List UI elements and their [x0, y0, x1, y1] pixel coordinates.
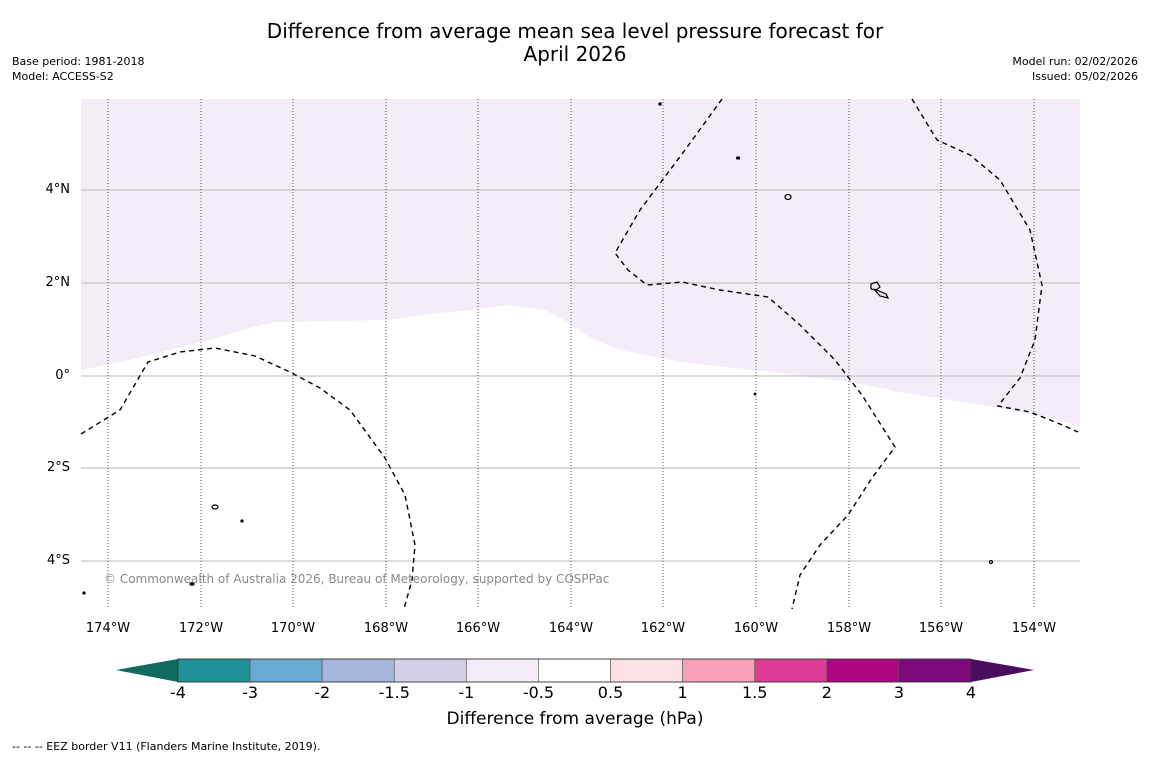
colorbar-segment: [538, 658, 611, 683]
colorbar: [116, 658, 1034, 683]
colorbar-tick-label: 1.5: [741, 683, 768, 702]
longitude-gridlines: [107, 99, 1035, 609]
lat-label-4n: 4°N: [45, 182, 71, 197]
model-name: Model: ACCESS-S2: [12, 70, 114, 83]
map-title-line-1: Difference from average mean sea level p…: [266, 19, 884, 43]
islands: [82, 102, 994, 595]
colorbar-tick-label: 1: [677, 683, 688, 702]
colorbar-title: Difference from average (hPa): [446, 709, 704, 729]
colorbar-upper-extension: [971, 659, 1034, 682]
lon-label-158w: 158°W: [826, 621, 872, 636]
lat-label-4s: 4°S: [46, 553, 70, 568]
colorbar-tick-label: 4: [965, 683, 977, 702]
colorbar-segment: [610, 658, 683, 683]
colorbar-tick-label: -4: [170, 683, 186, 702]
lon-label-160w: 160°W: [733, 621, 779, 636]
colorbar-tick-label: 3: [893, 683, 904, 702]
colorbar-segment: [682, 658, 756, 683]
colorbar-tick-label: -2: [314, 683, 331, 702]
map-title-line-2: April 2026: [523, 42, 627, 66]
colorbar-lower-extension: [116, 659, 178, 682]
colorbar-segment: [466, 658, 539, 683]
colorbar-tick-label: -1.5: [378, 683, 410, 702]
model-run: Model run: 02/02/2026: [1012, 55, 1138, 68]
colorbar-segment: [393, 658, 467, 683]
lon-label-162w: 162°W: [640, 621, 686, 636]
colorbar-tick-label: -3: [242, 683, 259, 702]
lat-label-2n: 2°N: [45, 275, 71, 290]
lon-label-166w: 166°W: [455, 621, 501, 636]
lon-label-156w: 156°W: [918, 621, 964, 636]
lon-label-154w: 154°W: [1011, 621, 1057, 636]
colorbar-tick-label: 0.5: [597, 683, 624, 702]
eez-borders: [80, 98, 1079, 610]
colorbar-segment: [321, 658, 395, 683]
colorbar-segment: [249, 658, 323, 683]
lat-label-2s: 2°S: [46, 460, 70, 475]
lon-label-172w: 172°W: [178, 621, 224, 636]
lon-label-170w: 170°W: [270, 621, 316, 636]
latitude-gridlines: [81, 189, 1080, 562]
colorbar-tick-label: 2: [821, 683, 832, 702]
copyright-notice: © Commonwealth of Australia 2026, Bureau…: [104, 572, 610, 586]
eez-footnote: -- -- -- EEZ border V11 (Flanders Marine…: [12, 740, 321, 753]
colorbar-segment: [754, 658, 828, 683]
lat-label-equator: 0°: [55, 368, 70, 383]
colorbar-segment: [177, 658, 251, 683]
colorbar-segment: [898, 658, 972, 683]
lon-label-164w: 164°W: [548, 621, 594, 636]
anomaly-region-light-purple: [81, 99, 1080, 427]
lon-label-174w: 174°W: [85, 621, 131, 636]
issued-date: Issued: 05/02/2026: [1031, 70, 1138, 83]
base-period: Base period: 1981-2018: [12, 55, 145, 68]
colorbar-tick-label: -1: [458, 683, 475, 702]
lon-label-168w: 168°W: [363, 621, 409, 636]
colorbar-tick-label: -0.5: [522, 683, 555, 702]
colorbar-segment: [826, 658, 900, 683]
